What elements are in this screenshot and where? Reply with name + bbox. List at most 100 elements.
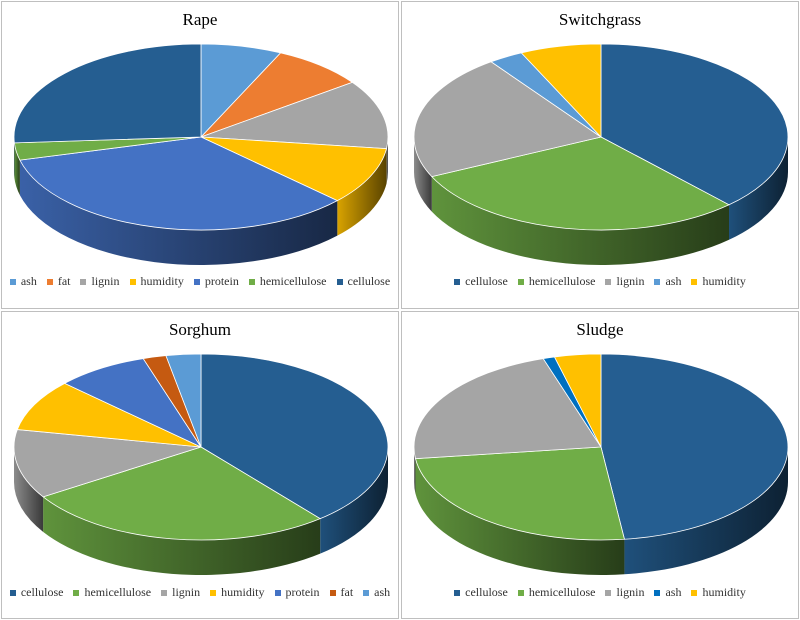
legend-label: hemicellulose [528,585,596,599]
pie-side-cellulose [729,137,788,240]
pie-slice-fat [200,52,354,138]
legend-item-ash: ash [654,274,681,289]
legend-swatch [46,278,53,285]
legend-label: lignin [172,585,201,599]
pie-top [413,43,789,231]
legend-label: hemicellulose [84,585,152,599]
legend-item-fat: fat [329,585,354,600]
legend-label: fat [340,585,354,599]
pie-slice-hemicellulose [431,136,730,231]
legend-label: humidity [702,274,746,288]
pie-side-walls [414,137,788,265]
legend-swatch [605,278,612,285]
legend-item-humidity: humidity [129,274,184,289]
pie-top [13,43,389,231]
legend-label: cellulose [465,274,508,288]
pie-top [13,353,389,541]
legend-label: lignin [616,585,645,599]
pie-side-lignin [414,137,432,212]
legend-item-hemicellulose: hemicellulose [517,274,596,289]
chart-panel-sorghum: Sorghum cellulose hemicellulose lignin humi… [1,311,399,619]
legend-label: humidity [702,585,746,599]
pie-slice-lignin [413,358,602,460]
legend-swatch [454,589,461,596]
pie-slice-protein [19,136,339,231]
chart-title: Sludge [576,320,624,339]
pie-side-hemicellulose [14,142,20,196]
legend-item-lignin: lignin [605,585,644,600]
pie-slice-ash [165,353,202,448]
pie-slice-protein [63,358,203,448]
legend-label: lignin [616,274,645,288]
legend-swatch [336,278,343,285]
pie-slice-humidity [520,43,602,139]
legend-swatch [605,589,612,596]
legend-item-hemicellulose: hemicellulose [517,585,596,600]
legend-swatch [691,278,698,285]
pie-side-cellulose [320,447,388,554]
legend-label: ash [665,274,682,288]
legend: cellulose hemicellulose lignin ash humidity [402,274,798,289]
legend-item-ash: ash [654,585,681,600]
legend-label: humidity [140,274,184,288]
chart-panel-switchgrass: Switchgrass cellulose hemicellulose lignin… [401,1,799,309]
legend-label: ash [665,585,682,599]
pie-slice-cellulose [200,353,389,520]
legend-swatch [9,589,16,596]
legend-label: humidity [221,585,265,599]
pie-side-hemicellulose [43,496,321,575]
pie-side-protein [19,160,338,265]
pie-chart [13,43,389,265]
pie-slice-humidity [553,353,602,448]
legend-label: hemicellulose [528,274,596,288]
pie-chart [413,353,789,575]
legend-item-humidity: humidity [691,585,746,600]
pie-chart [13,353,389,575]
legend-item-protein: protein [193,274,239,289]
legend-swatch [9,278,16,285]
chart-panel-sludge: Sludge cellulose hemicellulose lignin ash hu… [401,311,799,619]
legend: ash fat lignin humidity protein hemicellulose… [2,274,398,289]
legend-label: ash [374,585,391,599]
pie-side-walls [14,447,388,575]
legend-swatch [654,589,661,596]
legend-swatch [329,589,336,596]
legend-item-cellulose: cellulose [454,274,508,289]
pie-side-humidity [337,148,387,236]
pie-side-cellulose [624,447,788,575]
pie-slice-cellulose [13,43,202,144]
legend-swatch [161,589,168,596]
legend-swatch [517,589,524,596]
pie-slice-lignin [13,429,202,498]
legend-item-protein: protein [274,585,320,600]
legend-item-lignin: lignin [605,274,644,289]
chart-title: Switchgrass [558,10,642,29]
legend-swatch [654,278,661,285]
legend-item-hemicellulose: hemicellulose [248,274,327,289]
legend-swatch [129,278,136,285]
legend-swatch [363,589,370,596]
pie-slice-hemicellulose [42,446,322,541]
legend-swatch [73,589,80,596]
legend-item-lignin: lignin [161,585,200,600]
legend: cellulose hemicellulose lignin humidity prot… [2,585,398,600]
pie-top [413,353,789,541]
legend-item-fat: fat [46,274,70,289]
legend-label: protein [204,274,239,288]
legend-item-cellulose: cellulose [9,585,63,600]
legend-item-humidity: humidity [210,585,265,600]
legend-item-cellulose: cellulose [336,274,390,289]
legend-swatch [454,278,461,285]
legend-item-hemicellulose: hemicellulose [73,585,151,600]
legend-item-humidity: humidity [691,274,746,289]
legend-item-ash: ash [363,585,390,600]
pie-slice-hemicellulose [414,446,625,541]
pie-slice-lignin [200,81,389,150]
legend-item-cellulose: cellulose [454,585,508,600]
legend-swatch [193,278,200,285]
legend-label: ash [20,274,37,288]
pie-side-hemicellulose [415,458,625,575]
pie-slice-cellulose [600,43,789,206]
pie-slice-cellulose [600,353,789,540]
pie-chart [413,43,789,265]
